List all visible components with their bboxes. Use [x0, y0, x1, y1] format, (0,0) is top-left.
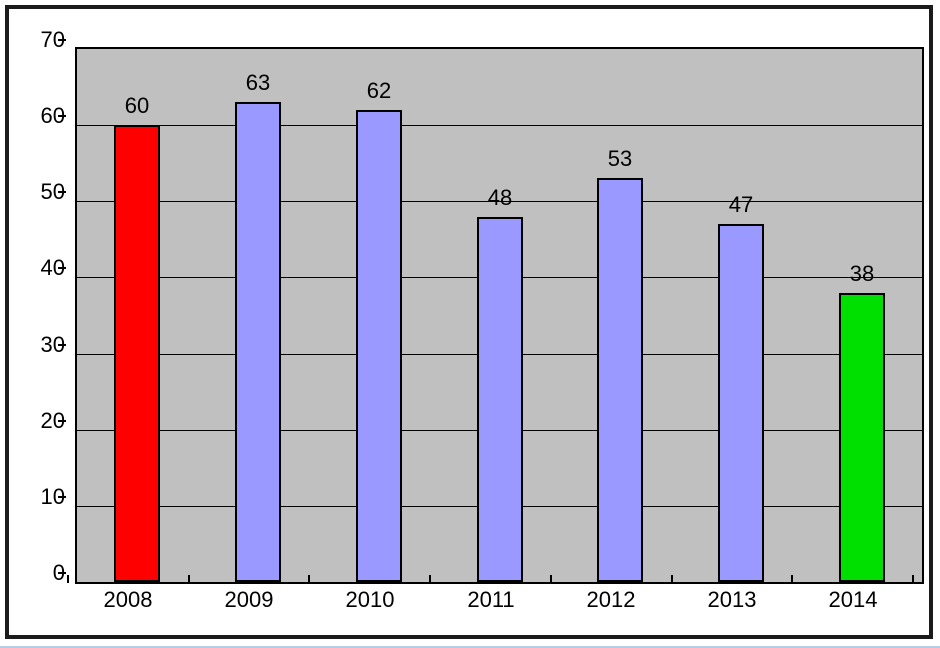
bar-2009 [235, 102, 281, 582]
bar-value-label: 60 [124, 93, 150, 118]
x-axis-category-label: 2008 [103, 587, 153, 612]
bar-2014 [839, 293, 885, 582]
x-axis-category-label: 2014 [828, 587, 878, 612]
bar-2013 [718, 224, 764, 582]
y-axis-tick-label: 0 [52, 560, 65, 585]
x-axis-tick [791, 575, 793, 583]
x-axis-tick [912, 575, 914, 583]
gridline [77, 125, 922, 126]
y-axis-tick [58, 39, 66, 41]
y-axis-tick-label: 20 [40, 408, 65, 433]
x-axis-category-label: 2013 [707, 587, 757, 612]
y-axis-tick [58, 267, 66, 269]
x-axis-tick [429, 575, 431, 583]
y-axis-tick-label: 40 [40, 255, 65, 280]
bar-value-label: 38 [849, 261, 875, 286]
y-axis-tick [58, 420, 66, 422]
y-axis-tick-label: 30 [40, 332, 65, 357]
x-axis-category-label: 2012 [586, 587, 636, 612]
y-axis-tick-label: 70 [40, 27, 65, 52]
y-axis-tick-label: 60 [40, 103, 65, 128]
bar-2012 [597, 178, 643, 582]
bar-2008 [114, 125, 160, 582]
gridline [77, 201, 922, 202]
bar-value-label: 48 [487, 185, 513, 210]
chart-outer-frame: 60 63 62 48 53 47 38 70 60 50 40 30 20 10 0 2008 2009 20… [5, 5, 933, 639]
x-axis-tick [550, 575, 552, 583]
plot-area: 60 63 62 48 53 47 38 [75, 47, 924, 584]
x-axis-tick [308, 575, 310, 583]
bar-value-label: 62 [366, 78, 392, 103]
y-axis-tick [58, 496, 66, 498]
y-axis-tick [58, 572, 66, 574]
y-axis-tick [58, 344, 66, 346]
bar-value-label: 47 [728, 192, 754, 217]
bottom-edge-line [0, 646, 940, 648]
x-axis-tick [188, 575, 190, 583]
x-axis-tick [67, 575, 69, 583]
x-axis-category-label: 2011 [467, 587, 515, 612]
y-axis-tick [58, 191, 66, 193]
y-axis-tick-label: 50 [40, 179, 65, 204]
x-axis-category-label: 2009 [224, 587, 274, 612]
bar-value-label: 63 [245, 70, 271, 95]
x-axis-tick [671, 575, 673, 583]
y-axis-tick [58, 115, 66, 117]
y-axis-tick-label: 10 [40, 484, 65, 509]
bar-2010 [356, 110, 402, 582]
x-axis-category-label: 2010 [345, 587, 395, 612]
bar-2011 [477, 217, 523, 582]
bar-value-label: 53 [607, 146, 633, 171]
